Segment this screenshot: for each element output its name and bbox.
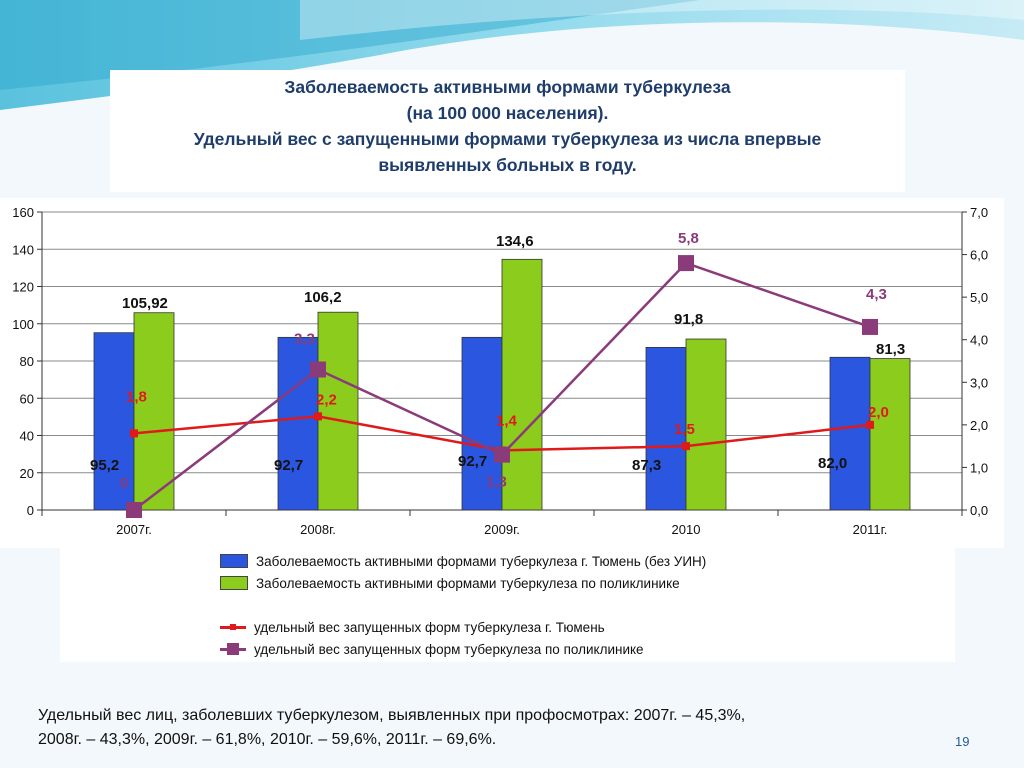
bar-polyclinic-value-label: 106,2 — [304, 289, 342, 306]
legend-label: Заболеваемость активными формами туберку… — [256, 575, 680, 591]
x-axis-tick-label: 2008г. — [300, 522, 336, 537]
x-axis-tick-label: 2009г. — [484, 522, 520, 537]
bar-tyumen-value-label: 95,2 — [90, 457, 119, 474]
legend-item-bar-2: Заболеваемость активными формами туберку… — [220, 574, 680, 592]
line-polyclinic-marker — [310, 361, 326, 378]
chart-title-line-4: выявленных больных в году. — [378, 155, 637, 175]
bar-polyclinic-value-label: 105,92 — [122, 295, 168, 312]
right-axis-tick-label: 5,0 — [970, 290, 988, 305]
legend-item-line-1: удельный вес запущенных форм туберкулеза… — [220, 618, 605, 636]
line-tyumen-marker — [866, 420, 874, 429]
legend-item-line-2: удельный вес запущенных форм туберкулеза… — [220, 640, 644, 658]
right-axis-tick-label: 6,0 — [970, 248, 988, 263]
right-axis-tick-label: 1,0 — [970, 460, 988, 475]
line-tyumen-marker — [314, 412, 322, 421]
right-axis-tick-label: 7,0 — [970, 205, 988, 220]
line-polyclinic-marker — [126, 502, 142, 518]
line-tyumen-value-label: 2,0 — [868, 404, 889, 421]
chart-title-line-2: (на 100 000 населения). — [406, 103, 609, 123]
bar-polyclinic-value-label: 134,6 — [496, 233, 534, 250]
legend-swatch-blue — [220, 554, 248, 568]
right-axis-tick-label: 2,0 — [970, 418, 988, 433]
left-axis-tick-label: 100 — [12, 317, 34, 332]
x-axis-tick-label: 2010 — [672, 522, 701, 537]
bar-tyumen-value-label: 82,0 — [818, 455, 847, 472]
x-axis-tick-label: 2011г. — [853, 522, 888, 537]
right-axis-tick-label: 4,0 — [970, 333, 988, 348]
line-polyclinic-marker — [494, 446, 510, 463]
line-tyumen-value-label: 1,4 — [496, 412, 518, 429]
left-axis-tick-label: 120 — [12, 280, 34, 295]
bar-tyumen-value-label: 92,7 — [274, 457, 303, 474]
legend-swatch-green — [220, 576, 248, 590]
footnote: Удельный вес лиц, заболевших туберкулезо… — [38, 704, 938, 752]
legend-swatch-purple-line — [220, 643, 246, 655]
line-tyumen-marker — [130, 429, 138, 438]
line-polyclinic-marker — [862, 318, 878, 335]
bar-polyclinic — [501, 258, 543, 511]
left-axis-tick-label: 0 — [27, 503, 34, 518]
footnote-line-2: 2008г. – 43,3%, 2009г. – 61,8%, 2010г. –… — [38, 731, 497, 748]
line-polyclinic-value-label: 4,3 — [866, 286, 887, 303]
left-axis-tick-label: 40 — [20, 429, 34, 444]
bar-tyumen — [461, 336, 503, 511]
legend-label: удельный вес запущенных форм туберкулеза… — [254, 619, 605, 635]
left-axis-tick-label: 160 — [12, 205, 34, 220]
bar-polyclinic-value-label: 81,3 — [876, 341, 905, 358]
legend-label: удельный вес запущенных форм туберкулеза… — [254, 641, 644, 657]
bar-polyclinic — [317, 311, 359, 511]
chart-title-line-3: Удельный вес с запущенными формами тубер… — [193, 129, 822, 149]
left-axis-tick-label: 80 — [20, 354, 34, 369]
line-polyclinic-value-label: 0 — [120, 475, 128, 492]
bar-tyumen-value-label: 92,7 — [458, 453, 487, 470]
bar-tyumen — [829, 356, 871, 511]
slide-number: 19 — [955, 734, 970, 749]
chart-title-box: Заболеваемость активными формами туберку… — [110, 70, 905, 192]
bar-tyumen-value-label: 87,3 — [632, 457, 661, 474]
line-polyclinic-marker — [678, 255, 694, 272]
right-axis-tick-label: 3,0 — [970, 375, 988, 390]
chart-title-line-1: Заболеваемость активными формами туберку… — [284, 77, 731, 97]
chart-legend: Заболеваемость активными формами туберку… — [60, 546, 955, 662]
line-tyumen-value-label: 2,2 — [316, 391, 337, 408]
line-tyumen-value-label: 1,8 — [126, 388, 147, 405]
left-axis-tick-label: 140 — [12, 242, 34, 257]
bar-polyclinic — [869, 358, 911, 511]
right-axis-tick-label: 0,0 — [970, 503, 988, 518]
line-polyclinic-value-label: 1,3 — [486, 474, 507, 491]
bar-tyumen — [645, 347, 687, 511]
footnote-line-1: Удельный вес лиц, заболевших туберкулезо… — [38, 707, 746, 724]
left-axis-tick-label: 20 — [20, 466, 34, 481]
legend-item-bar-1: Заболеваемость активными формами туберку… — [220, 552, 706, 570]
bar-polyclinic — [133, 312, 175, 511]
x-axis-tick-label: 2007г. — [116, 522, 152, 537]
line-polyclinic-value-label: 3,3 — [294, 331, 315, 348]
left-axis-tick-label: 60 — [20, 391, 34, 406]
legend-swatch-red-line — [220, 621, 246, 633]
bar-tyumen — [93, 332, 135, 511]
legend-label: Заболеваемость активными формами туберку… — [256, 553, 707, 569]
line-tyumen-marker — [682, 442, 690, 451]
bar-polyclinic-value-label: 91,8 — [674, 311, 703, 328]
line-polyclinic-value-label: 5,8 — [678, 230, 699, 247]
bar-polyclinic — [685, 338, 727, 511]
line-tyumen-value-label: 1,5 — [674, 421, 695, 438]
